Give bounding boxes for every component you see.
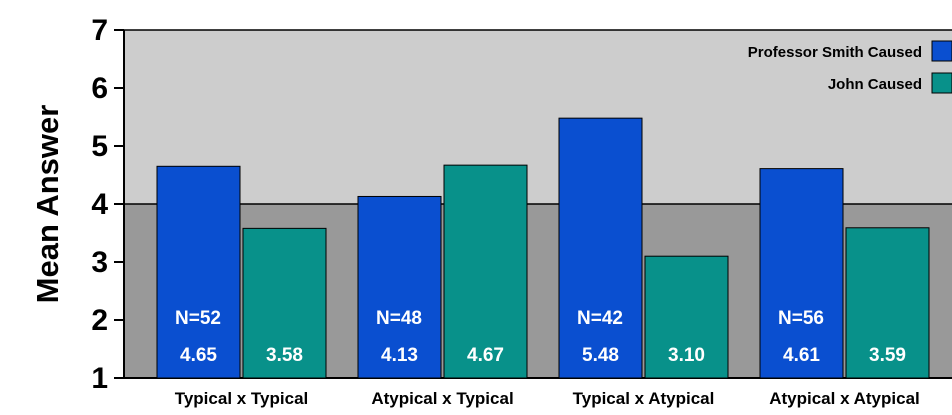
sample-size-label: N=48 [376, 308, 422, 329]
bar-value-label: 4.61 [783, 345, 820, 366]
bar [443, 164, 528, 379]
y-tick-label: 3 [91, 246, 108, 279]
sample-size-label: N=52 [175, 308, 221, 329]
category-label: Atypical x Typical [371, 389, 513, 408]
bar [558, 117, 643, 379]
y-axis-label: Mean Answer [30, 105, 65, 304]
bar [759, 168, 844, 379]
bar-value-label: 4.13 [381, 345, 418, 366]
legend: Professor Smith Caused John Caused [748, 40, 952, 94]
bar [242, 227, 327, 379]
y-tick-label: 2 [91, 304, 108, 337]
category-label: Typical x Atypical [573, 389, 715, 408]
y-ticks: 1 2 3 4 5 6 7 [91, 14, 124, 395]
bar-value-label: 3.58 [266, 345, 303, 366]
sample-size-label: N=56 [778, 308, 824, 329]
bar [156, 165, 241, 379]
y-tick-label: 6 [91, 72, 108, 105]
category-labels: Typical x Typical Atypical x Typical Typic… [175, 389, 920, 408]
y-tick-label: 7 [91, 14, 108, 47]
sample-size-label: N=42 [577, 308, 623, 329]
legend-swatch [931, 40, 952, 62]
category-label: Atypical x Atypical [769, 389, 920, 408]
y-tick-label: 1 [91, 362, 108, 395]
bar-value-label: 4.67 [467, 345, 504, 366]
bar [845, 227, 930, 379]
bar [357, 195, 442, 379]
bars: 4.65 3.58 N=52 4.13 4.67 N=48 5.48 3.10 N=42 4.61… [156, 117, 930, 379]
legend-swatch [931, 72, 952, 94]
legend-label: Professor Smith Caused [748, 44, 922, 61]
y-tick-label: 4 [91, 188, 108, 221]
bar-value-label: 3.10 [668, 345, 705, 366]
bar-value-label: 5.48 [582, 345, 619, 366]
category-label: Typical x Typical [175, 389, 309, 408]
bar [644, 255, 729, 379]
bar-value-label: 3.59 [869, 345, 906, 366]
legend-label: John Caused [828, 76, 922, 93]
bar-value-label: 4.65 [180, 345, 217, 366]
y-tick-label: 5 [91, 130, 108, 163]
